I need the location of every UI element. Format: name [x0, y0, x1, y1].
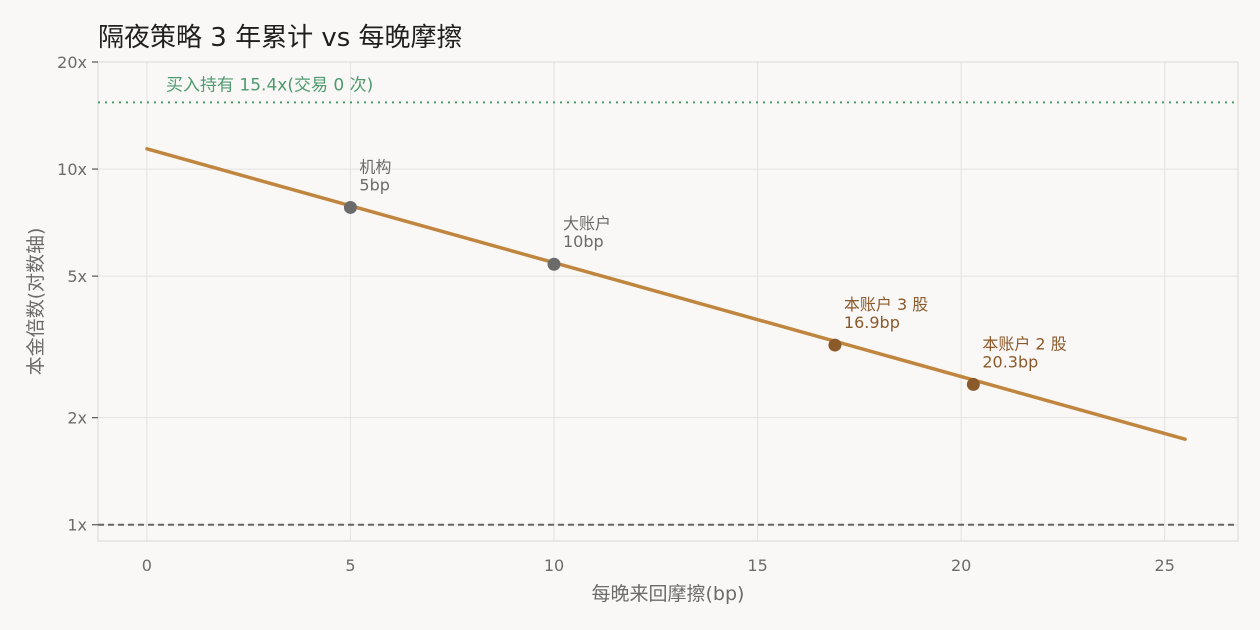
- grid-layer: [98, 61, 1238, 541]
- x-tick-label: 20: [951, 556, 971, 575]
- reference-line-label: 买入持有 15.4x(交易 0 次): [166, 75, 373, 95]
- plot-frame: [97, 61, 1239, 542]
- annotation-value: 5bp: [359, 175, 390, 194]
- reference-lines: 买入持有 15.4x(交易 0 次): [98, 75, 1238, 526]
- annotation-name: 本账户 2 股: [982, 334, 1066, 353]
- annotation-name: 机构: [359, 157, 391, 176]
- y-axis-label: 本金倍数(对数轴): [25, 228, 47, 376]
- x-tick-label: 0: [142, 556, 152, 575]
- annotation-point: [828, 338, 842, 352]
- chart-title: 隔夜策略 3 年累计 vs 每晚摩擦: [98, 23, 463, 53]
- series-line: [145, 147, 1187, 441]
- annotation-point: [343, 200, 357, 214]
- y-tick-label: 1x: [67, 516, 87, 535]
- annotation-point: [966, 377, 980, 391]
- x-tick-label: 10: [544, 556, 564, 575]
- annotation-point: [547, 257, 561, 271]
- annotation-name: 本账户 3 股: [844, 295, 928, 314]
- x-axis-label: 每晚来回摩擦(bp): [592, 583, 745, 605]
- x-tick-label: 5: [345, 556, 355, 575]
- series-layer: [145, 147, 1187, 441]
- annotation-name: 大账户: [563, 214, 611, 233]
- annotation-value: 16.9bp: [844, 313, 900, 332]
- annotation-value: 20.3bp: [982, 352, 1038, 371]
- y-tick-label: 2x: [67, 409, 87, 428]
- y-tick-label: 20x: [57, 53, 87, 72]
- tick-labels: 0 5 10 15 20 25 1x 2x 5x 10x 20x: [57, 53, 1175, 575]
- x-tick-label: 25: [1155, 556, 1175, 575]
- annotation-value: 10bp: [563, 232, 604, 251]
- y-tick-label: 10x: [57, 160, 87, 179]
- x-tick-label: 15: [747, 556, 767, 575]
- y-tick-label: 5x: [67, 267, 87, 286]
